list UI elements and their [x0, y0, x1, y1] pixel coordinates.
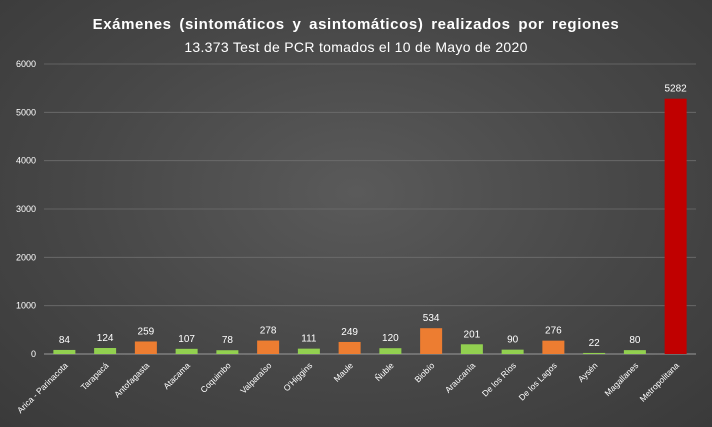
- bar: [623, 350, 646, 354]
- bar: [297, 348, 320, 354]
- x-tick-label: Arica - Parinacota: [15, 360, 70, 415]
- x-tick-label: Maule: [332, 360, 356, 384]
- bar: [257, 340, 280, 354]
- x-tick-label: Magallanes: [602, 360, 640, 398]
- bar: [53, 349, 76, 354]
- y-tick-label: 3000: [16, 204, 36, 214]
- data-label: 5282: [665, 84, 688, 95]
- y-tick-label: 2000: [16, 252, 36, 262]
- x-tick-label: Araucanía: [443, 360, 478, 395]
- y-tick-label: 0: [31, 349, 36, 359]
- x-tick-label: O'Higgins: [281, 360, 314, 393]
- x-tick-label: De los Lagos: [517, 360, 559, 402]
- data-label: 111: [301, 334, 317, 345]
- y-tick-label: 6000: [16, 59, 36, 69]
- chart-subtitle: 13.373 Test de PCR tomados el 10 de Mayo…: [184, 39, 528, 55]
- bar: [664, 98, 687, 354]
- data-label: 107: [178, 334, 195, 345]
- y-tick-label: 5000: [16, 107, 36, 117]
- data-label: 80: [629, 335, 641, 346]
- x-tick-label: Coquimbo: [198, 360, 233, 395]
- y-tick-label: 4000: [16, 156, 36, 166]
- bar: [542, 340, 565, 354]
- bar: [338, 341, 361, 354]
- x-tick-label: Biobío: [412, 360, 436, 384]
- bar: [501, 349, 524, 354]
- y-tick-label: 1000: [16, 301, 36, 311]
- data-label: 120: [382, 333, 399, 344]
- bar: [460, 344, 483, 354]
- data-label: 278: [260, 326, 277, 337]
- bar: [175, 348, 198, 354]
- data-label: 276: [545, 326, 562, 337]
- bar: [134, 341, 157, 354]
- data-label: 84: [59, 335, 71, 346]
- data-label: 249: [341, 327, 358, 338]
- bar: [583, 352, 606, 354]
- bar: [420, 328, 443, 354]
- data-label: 259: [138, 326, 155, 337]
- bar: [379, 348, 402, 354]
- x-tick-label: Atacama: [161, 360, 192, 391]
- x-tick-label: De los Ríos: [480, 360, 518, 398]
- data-label: 90: [507, 335, 519, 346]
- bar: [94, 348, 117, 354]
- data-label: 22: [589, 338, 601, 349]
- data-label: 534: [423, 313, 440, 324]
- x-tick-label: Metropolitana: [638, 360, 682, 404]
- data-label: 201: [464, 329, 481, 340]
- data-label: 124: [97, 333, 114, 344]
- bar: [216, 350, 239, 354]
- chart-title: Exámenes (sintomáticos y asintomáticos) …: [92, 16, 620, 33]
- x-tick-label: Tarapacá: [79, 360, 111, 392]
- x-tick-label: Valparaíso: [238, 360, 274, 396]
- x-tick-label: Ñuble: [373, 360, 396, 383]
- x-tick-label: Aysén: [576, 360, 600, 384]
- x-tick-label: Antofagasta: [112, 360, 151, 399]
- data-label: 78: [222, 335, 234, 346]
